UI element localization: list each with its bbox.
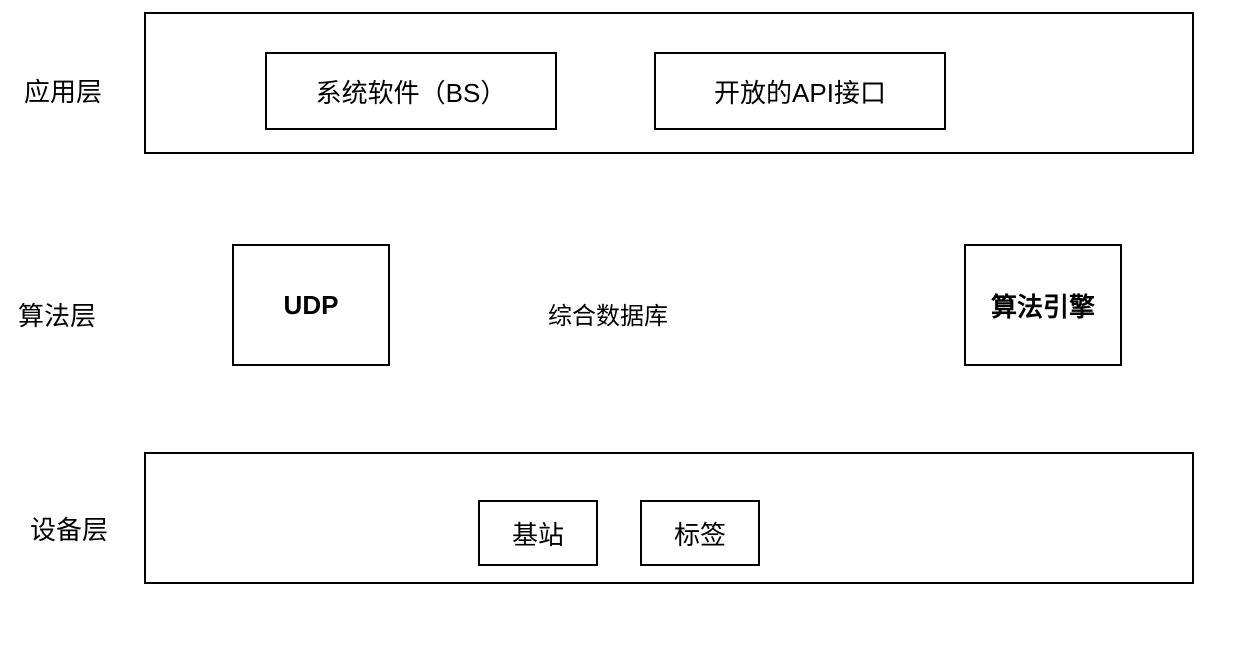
open-api-label: 开放的API接口 [714, 73, 886, 110]
database-text: 综合数据库 [548, 296, 668, 331]
layer-label-application: 应用层 [24, 72, 102, 109]
base-station-label: 基站 [512, 515, 564, 552]
tag-box: 标签 [640, 500, 760, 566]
udp-label: UDP [284, 290, 339, 321]
tag-label: 标签 [674, 515, 726, 552]
udp-box: UDP [232, 244, 390, 366]
layer-label-device: 设备层 [30, 510, 108, 547]
layer-label-text: 应用层 [24, 77, 102, 107]
algorithm-engine-label: 算法引擎 [991, 287, 1095, 324]
base-station-box: 基站 [478, 500, 598, 566]
layer-label-text: 设备层 [30, 515, 108, 545]
database-label: 综合数据库 [548, 303, 668, 330]
system-software-label: 系统软件（BS） [316, 73, 507, 110]
system-software-box: 系统软件（BS） [265, 52, 557, 130]
layer-label-text: 算法层 [18, 301, 96, 331]
algorithm-engine-box: 算法引擎 [964, 244, 1122, 366]
layer-label-algorithm: 算法层 [18, 296, 96, 333]
open-api-box: 开放的API接口 [654, 52, 946, 130]
